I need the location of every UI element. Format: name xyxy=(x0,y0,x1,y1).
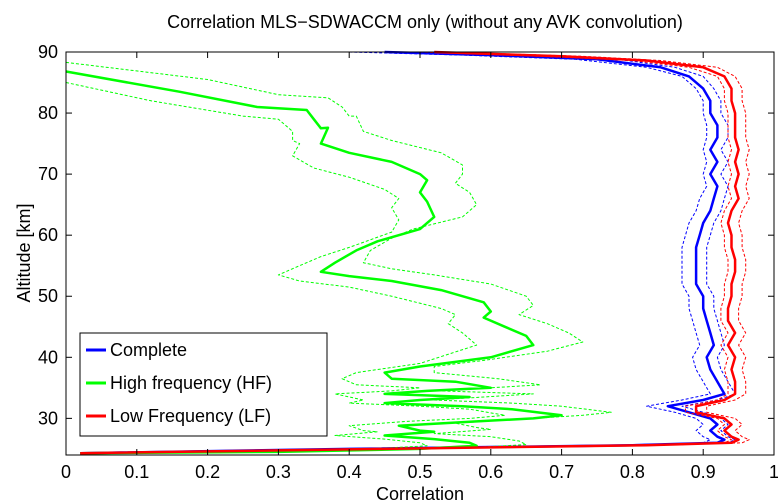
series-line-complete-upper-bound xyxy=(80,51,736,454)
series-line-complete xyxy=(80,50,726,455)
legend-label-complete: Complete xyxy=(110,340,187,360)
x-tick-label: 1 xyxy=(769,462,778,482)
x-tick-label: 0.8 xyxy=(620,462,645,482)
legend-label-lf: Low Frequency (LF) xyxy=(110,406,271,426)
x-tick-label: 0.9 xyxy=(691,462,716,482)
x-tick-label: 0.1 xyxy=(124,462,149,482)
x-tick-label: 0.4 xyxy=(337,462,362,482)
x-tick-label: 0.7 xyxy=(549,462,574,482)
y-tick-label: 40 xyxy=(38,347,58,367)
y-tick-label: 90 xyxy=(38,42,58,62)
y-tick-label: 80 xyxy=(38,103,58,123)
legend-label-hf: High frequency (HF) xyxy=(110,373,272,393)
y-axis-ticks: 30 40 50 60 70 80 90 xyxy=(38,42,774,428)
plot-lines xyxy=(65,50,750,455)
x-tick-label: 0.2 xyxy=(195,462,220,482)
y-axis-label: Altitude [km] xyxy=(14,203,34,302)
legend-box xyxy=(79,332,328,437)
x-axis-ticks: 0 0.1 0.2 0.3 0.4 0.5 0.6 0.7 0.8 0.9 1 xyxy=(61,52,778,482)
series-line-high-frequency-hf xyxy=(65,70,563,455)
x-axis-label: Correlation xyxy=(376,484,464,503)
series-line-hf-upper-bound xyxy=(65,61,612,454)
series-line-lf-upper-bound xyxy=(80,51,750,454)
x-tick-label: 0.3 xyxy=(266,462,291,482)
legend: Complete High frequency (HF) Low Frequen… xyxy=(79,332,328,437)
y-tick-label: 60 xyxy=(38,225,58,245)
y-tick-label: 50 xyxy=(38,286,58,306)
x-tick-label: 0 xyxy=(61,462,71,482)
x-tick-label: 0.6 xyxy=(478,462,503,482)
series-line-lf-lower-bound xyxy=(80,51,732,454)
x-tick-label: 0.5 xyxy=(407,462,432,482)
series-line-hf-lower-bound xyxy=(65,82,506,454)
y-tick-label: 30 xyxy=(38,408,58,428)
chart-title: Correlation MLS−SDWACCM only (without an… xyxy=(167,12,683,32)
series-line-low-frequency-lf xyxy=(80,50,740,455)
y-tick-label: 70 xyxy=(38,164,58,184)
